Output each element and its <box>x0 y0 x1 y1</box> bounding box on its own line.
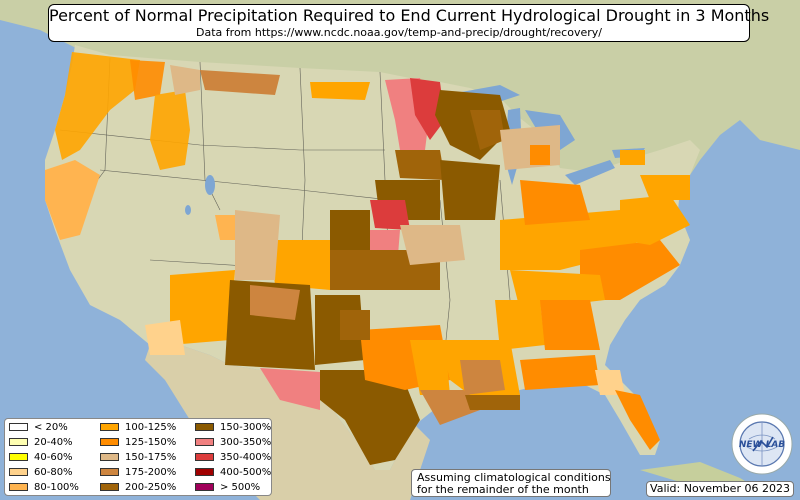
legend-label: 175-200% <box>125 467 177 478</box>
legend-label: 300-350% <box>220 437 272 448</box>
legend-item: 150-300% <box>195 422 271 434</box>
legend-swatch <box>195 423 214 431</box>
drought-regions <box>45 52 690 465</box>
legend-swatch <box>9 423 28 431</box>
newlab-logo: NEW LAB <box>731 413 793 475</box>
legend-label: 80-100% <box>34 482 79 493</box>
legend-swatch <box>100 483 119 491</box>
assumption-line-1: Assuming climatological conditions <box>417 471 611 484</box>
legend-item: 150-175% <box>100 452 176 464</box>
legend-item: 20-40% <box>9 437 73 449</box>
legend-swatch <box>100 423 119 431</box>
legend-swatch <box>9 483 28 491</box>
assumption-line-2: for the remainder of the month <box>417 483 589 496</box>
legend-item: 400-500% <box>195 467 271 479</box>
legend-item: 40-60% <box>9 452 73 464</box>
legend-swatch <box>100 468 119 476</box>
legend: < 20% 20-40% 40-60% 60-80% 80-100% 100-125% 12… <box>4 418 272 496</box>
legend-label: 100-125% <box>125 422 177 433</box>
legend-item: < 20% <box>9 422 68 434</box>
mexico-landmass <box>145 345 430 500</box>
legend-label: > 500% <box>220 482 261 493</box>
legend-label: < 20% <box>34 422 68 433</box>
legend-item: 100-125% <box>100 422 176 434</box>
valid-date: Valid: November 06 2023 <box>646 481 794 497</box>
legend-item: 175-200% <box>100 467 176 479</box>
legend-label: 350-400% <box>220 452 272 463</box>
map-title: Percent of Normal Precipitation Required… <box>49 6 770 25</box>
canada-landmass <box>0 0 800 175</box>
legend-item: 125-150% <box>100 437 176 449</box>
assumption-note: Assuming climatological conditions for t… <box>411 469 611 497</box>
legend-label: 40-60% <box>34 452 73 463</box>
legend-item: 350-400% <box>195 452 271 464</box>
western-lakes <box>185 175 215 215</box>
legend-label: 60-80% <box>34 467 73 478</box>
legend-label: 125-150% <box>125 437 177 448</box>
legend-item: 200-250% <box>100 482 176 494</box>
legend-label: 400-500% <box>220 467 272 478</box>
legend-swatch <box>9 468 28 476</box>
legend-item: 80-100% <box>9 482 79 494</box>
legend-item: > 500% <box>195 482 260 494</box>
legend-label: 150-175% <box>125 452 177 463</box>
legend-swatch <box>9 438 28 446</box>
legend-label: 200-250% <box>125 482 177 493</box>
legend-swatch <box>9 453 28 461</box>
legend-label: 20-40% <box>34 437 73 448</box>
svg-text:NEW LAB: NEW LAB <box>739 440 785 450</box>
legend-label: 150-300% <box>220 422 272 433</box>
legend-item: 60-80% <box>9 467 73 479</box>
title-box: Percent of Normal Precipitation Required… <box>48 4 770 42</box>
legend-swatch <box>195 483 214 491</box>
legend-swatch <box>195 453 214 461</box>
map-subtitle: Data from https://www.ncdc.noaa.gov/temp… <box>196 26 602 39</box>
legend-item: 300-350% <box>195 437 271 449</box>
legend-swatch <box>195 468 214 476</box>
legend-swatch <box>195 438 214 446</box>
legend-swatch <box>100 453 119 461</box>
legend-swatch <box>100 438 119 446</box>
